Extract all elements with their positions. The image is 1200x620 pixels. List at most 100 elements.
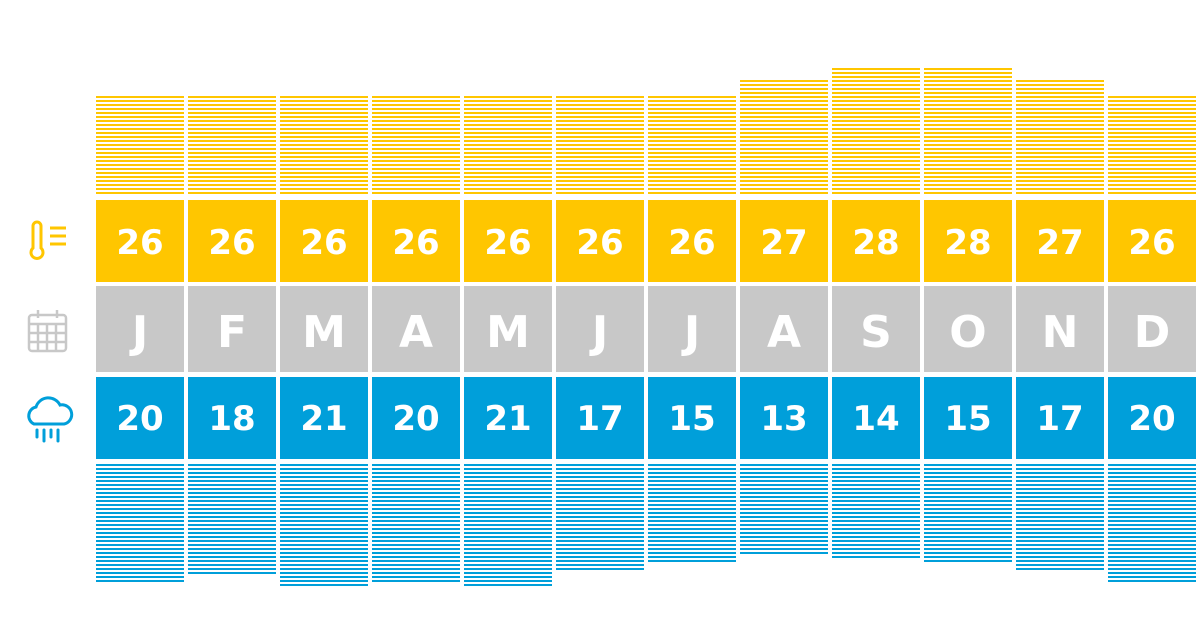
temperature-stripe-bar [280,94,368,196]
temperature-label: 26 [116,223,163,263]
rain-stripe-bar [280,463,368,587]
temperature-stripe-bar [832,68,920,196]
temperature-cell [556,200,644,282]
temperature-label: 28 [852,223,899,263]
temperature-stripe-bar [648,94,736,196]
rain-label: 21 [484,399,531,439]
month-cell [740,286,828,372]
rain-stripe-bar [1016,463,1104,571]
month-cell [372,286,460,372]
month-label: M [302,307,346,358]
rain-label: 18 [208,399,255,439]
temperature-stripe-bar [924,68,1012,196]
rain-cell [372,377,460,459]
month-cell [556,286,644,372]
rain-label: 17 [1036,399,1083,439]
month-label: A [767,307,801,358]
rain-stripe-bar [556,463,644,571]
rain-stripe-bar [372,463,460,583]
rain-cell [1016,377,1104,459]
month-label: N [1042,307,1079,358]
rain-cell [1108,377,1196,459]
temperature-stripe-bar [556,94,644,196]
rain-cell [740,377,828,459]
temperature-stripe-bar [96,94,184,196]
temperature-cell [1016,200,1104,282]
month-label: J [589,307,608,358]
temperature-label: 26 [392,223,439,263]
rain-label: 20 [116,399,163,439]
temperature-stripe-bar [1016,80,1104,196]
rain-cell [188,377,276,459]
rain-stripe-bar [96,463,184,583]
month-label: A [399,307,433,358]
calendar-icon [27,310,68,353]
month-cell [924,286,1012,372]
month-cell [280,286,368,372]
month-columns: 26 J 20 26 F 18 26 M 21 26 A 20 26 M 21 26 J 17 26 J 15 27 A 13… [96,68,1196,587]
temperature-label: 27 [760,223,807,263]
month-label: O [949,307,986,358]
temperature-cell [372,200,460,282]
temperature-label: 26 [484,223,531,263]
temperature-label: 26 [668,223,715,263]
month-cell [464,286,552,372]
rain-stripe-bar [188,463,276,575]
rain-label: 15 [668,399,715,439]
temperature-cell [188,200,276,282]
month-label: S [860,307,892,358]
month-label: D [1134,307,1171,358]
rain-cell [556,377,644,459]
rain-label: 21 [300,399,347,439]
temperature-stripe-bar [740,80,828,196]
month-cell [188,286,276,372]
temperature-cell [1108,200,1196,282]
thermometer-icon [29,220,66,260]
rain-cell [464,377,552,459]
temperature-label: 27 [1036,223,1083,263]
rain-stripe-bar [924,463,1012,563]
month-label: F [217,307,247,358]
rain-cloud-icon [27,396,74,443]
temperature-stripe-bar [464,94,552,196]
month-label: J [681,307,700,358]
temperature-cell [648,200,736,282]
temperature-stripe-bar [1108,94,1196,196]
rain-label: 15 [944,399,991,439]
rain-stripe-bar [464,463,552,587]
rain-label: 20 [1128,399,1175,439]
temperature-label: 28 [944,223,991,263]
rain-cell [648,377,736,459]
temperature-cell [96,200,184,282]
rain-label: 17 [576,399,623,439]
rain-cell [280,377,368,459]
rain-label: 13 [760,399,807,439]
month-cell [1108,286,1196,372]
temperature-cell [464,200,552,282]
rain-cell [96,377,184,459]
temperature-label: 26 [208,223,255,263]
rain-stripe-bar [648,463,736,563]
temperature-stripe-bar [188,94,276,196]
month-label: J [129,307,148,358]
month-cell [832,286,920,372]
temperature-cell [924,200,1012,282]
month-cell [96,286,184,372]
month-cell [648,286,736,372]
rain-cell [832,377,920,459]
rain-label: 20 [392,399,439,439]
rain-stripe-bar [1108,463,1196,583]
temperature-label: 26 [576,223,623,263]
temperature-label: 26 [1128,223,1175,263]
temperature-cell [740,200,828,282]
rain-cell [924,377,1012,459]
month-cell [1016,286,1104,372]
temperature-cell [280,200,368,282]
rain-label: 14 [852,399,899,439]
temperature-cell [832,200,920,282]
temperature-stripe-bar [372,94,460,196]
temperature-label: 26 [300,223,347,263]
rain-stripe-bar [832,463,920,559]
month-label: M [486,307,530,358]
